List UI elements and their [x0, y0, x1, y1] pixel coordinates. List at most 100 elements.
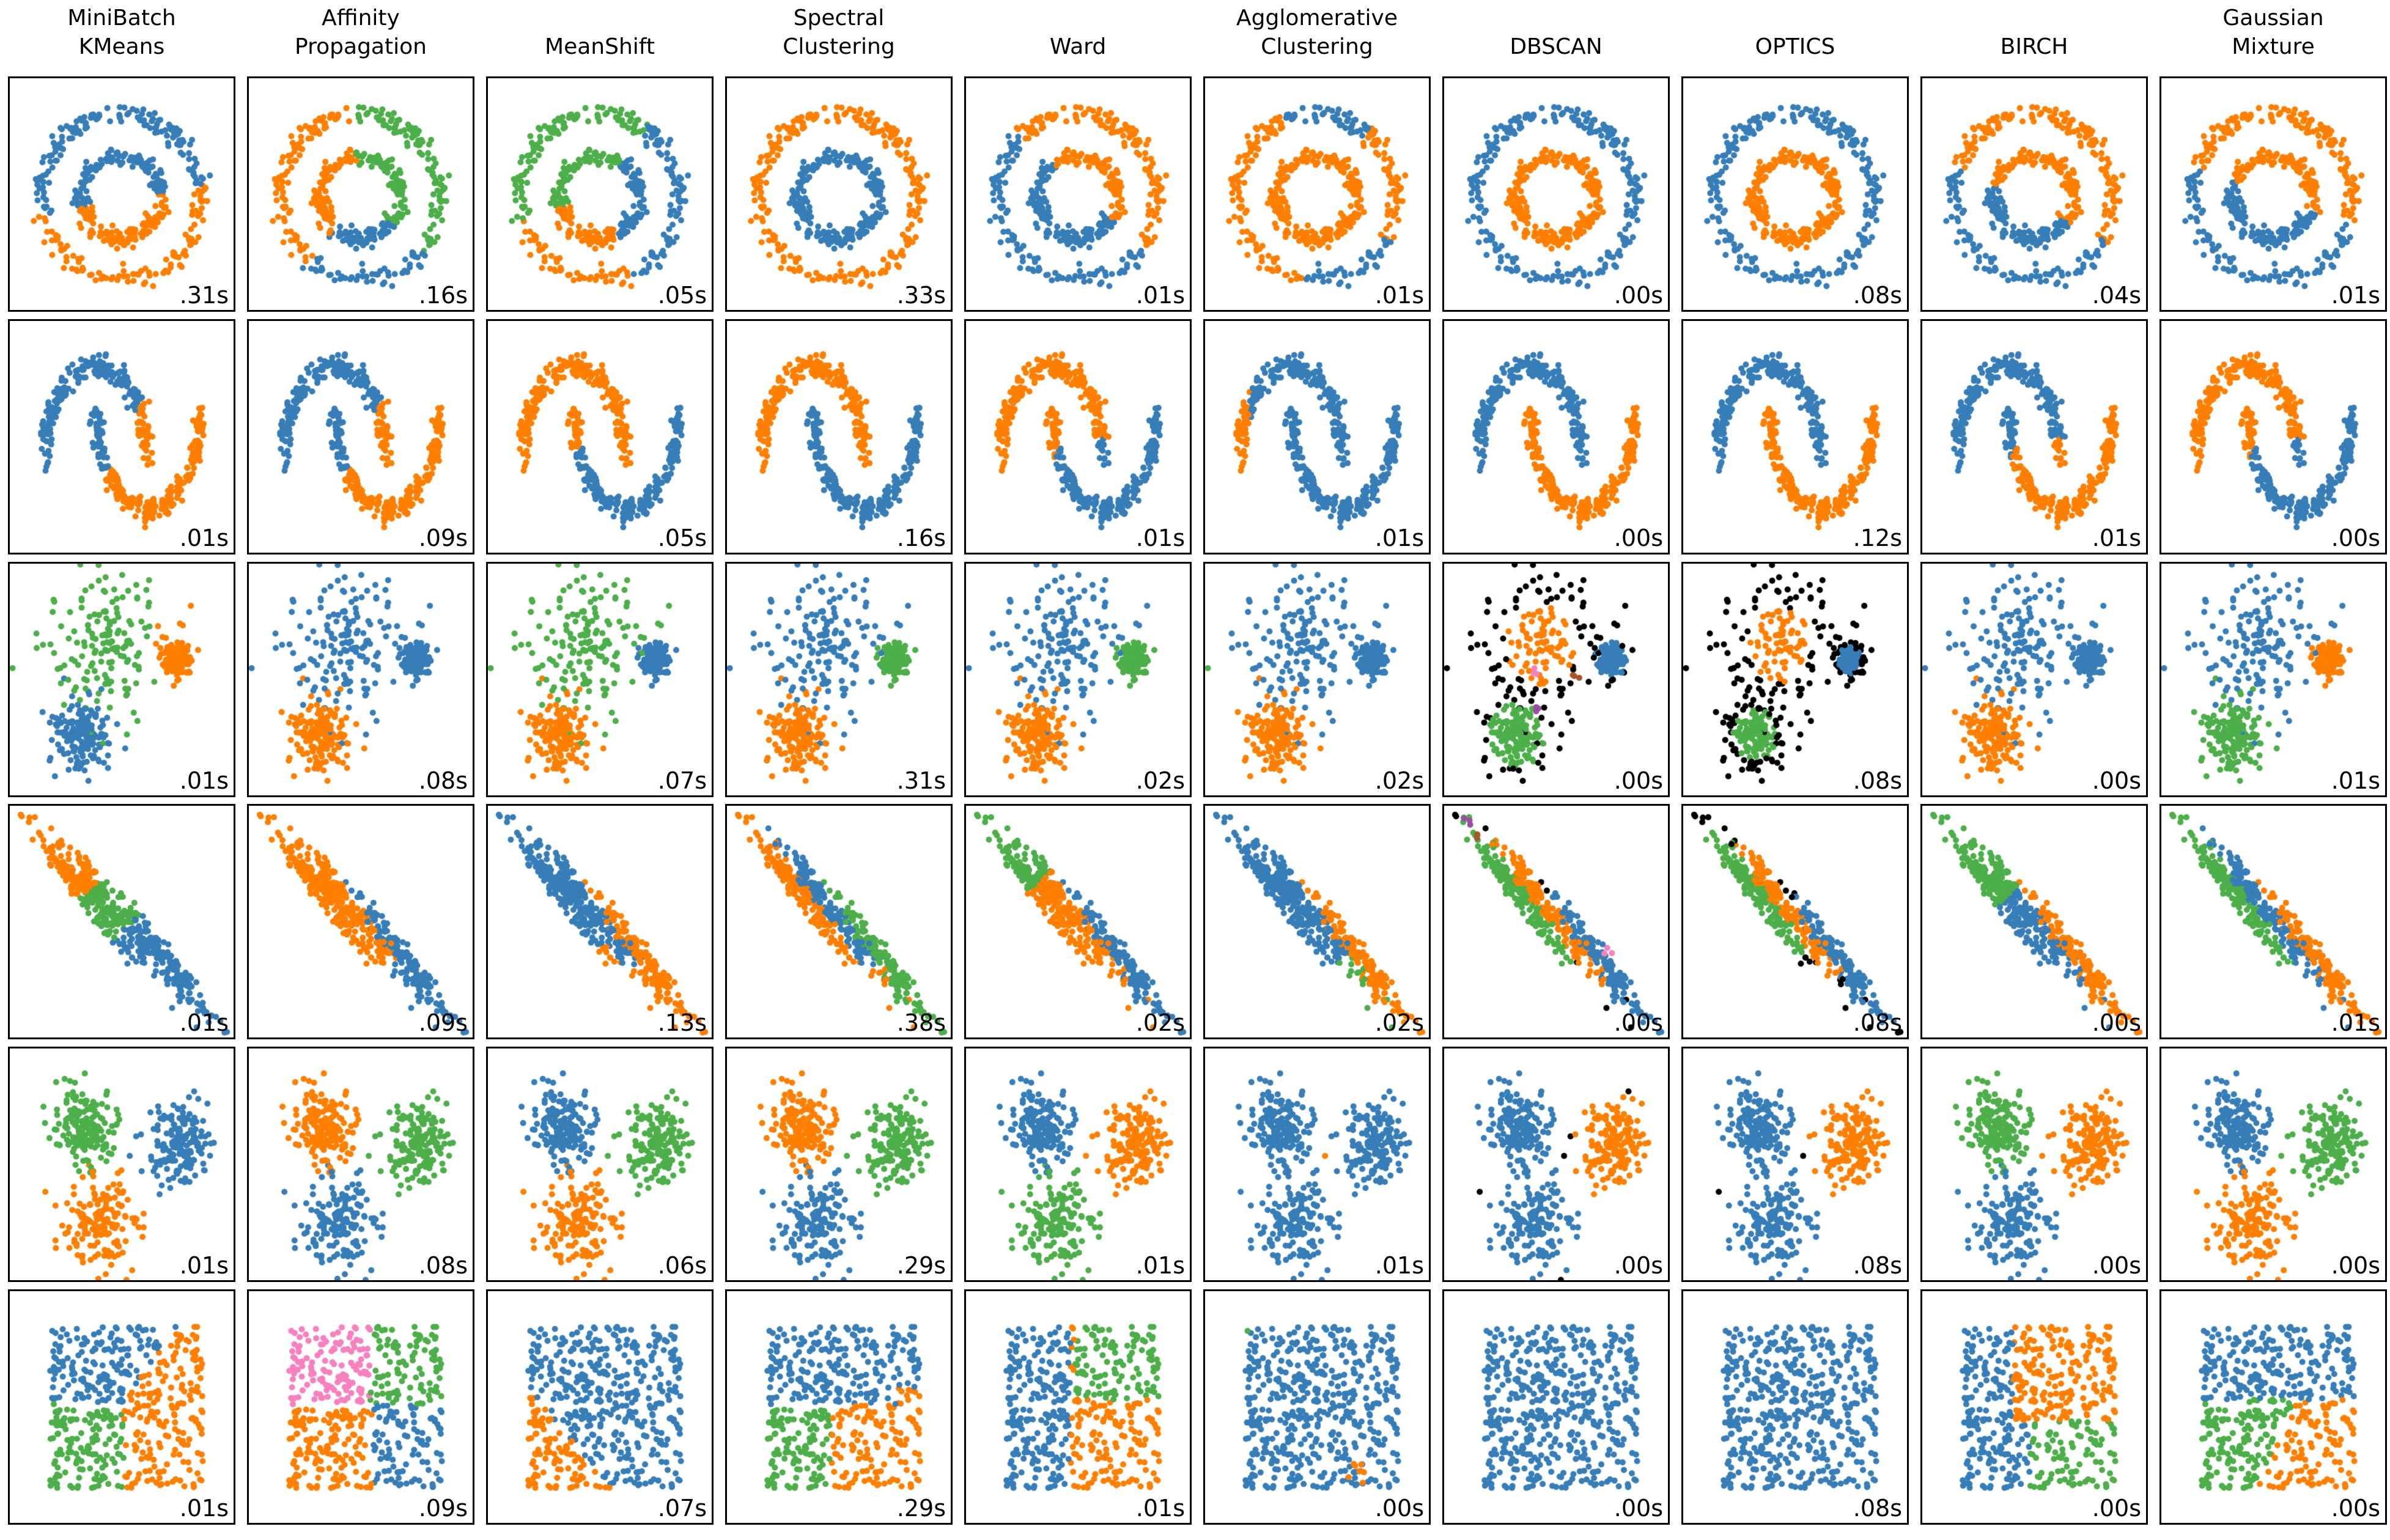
scatter-canvas [10, 320, 234, 553]
scatter-canvas [1205, 1048, 1429, 1281]
plot-cell-noisy_circles-clustering: .33s [725, 76, 953, 312]
column-title-text: KMeans [78, 34, 165, 59]
column-title-ward: Ward [964, 0, 1192, 61]
timing-label: .00s [1614, 282, 1663, 309]
scatter-canvas [488, 78, 712, 310]
plot-cell-noisy_circles-dbscan: .00s [1442, 76, 1670, 312]
plot-cell-anisotropic-clustering: .02s [1203, 804, 1431, 1040]
column-title-text: DBSCAN [1510, 34, 1603, 59]
scatter-canvas [727, 1048, 951, 1281]
scatter-canvas [1683, 320, 1907, 553]
column-title-text: Clustering [783, 34, 895, 59]
scatter-canvas [249, 1048, 473, 1281]
timing-label: .01s [179, 524, 229, 551]
plot-cell-blobs-meanshift: .06s [486, 1047, 714, 1283]
scatter-canvas [1683, 806, 1907, 1038]
timing-label: .38s [896, 1009, 946, 1037]
plot-cell-no_structure-dbscan: .00s [1442, 1289, 1670, 1525]
scatter-canvas [249, 563, 473, 795]
scatter-canvas [727, 1291, 951, 1523]
plot-cell-noisy_moons-clustering: .16s [725, 319, 953, 554]
column-title-propagation: Affinity Propagation [247, 0, 474, 61]
plot-cell-noisy_moons-dbscan: .00s [1442, 319, 1670, 554]
scatter-canvas [966, 806, 1190, 1038]
plot-cell-noisy_moons-propagation: .09s [247, 319, 474, 554]
scatter-canvas [488, 320, 712, 553]
plot-cell-anisotropic-dbscan: .00s [1442, 804, 1670, 1040]
scatter-canvas [2161, 806, 2385, 1038]
scatter-canvas [488, 563, 712, 795]
scatter-canvas [2161, 78, 2385, 310]
plot-cell-noisy_circles-meanshift: .05s [486, 76, 714, 312]
timing-label: .07s [657, 1495, 707, 1522]
timing-label: .00s [2331, 1252, 2380, 1280]
timing-label: .16s [896, 524, 946, 551]
plot-cell-no_structure-meanshift: .07s [486, 1289, 714, 1525]
scatter-canvas [249, 806, 473, 1038]
scatter-canvas [249, 78, 473, 310]
timing-label: .07s [657, 767, 707, 794]
column-title-meanshift: MeanShift [486, 0, 714, 61]
scatter-canvas [1444, 320, 1668, 553]
timing-label: .01s [1135, 1252, 1185, 1280]
timing-label: .01s [1374, 1252, 1424, 1280]
plot-cell-blobs-optics: .08s [1681, 1047, 1909, 1283]
timing-label: .01s [179, 1495, 229, 1522]
timing-label: .05s [657, 524, 707, 551]
timing-label: .08s [1853, 282, 1902, 309]
scatter-canvas [10, 563, 234, 795]
timing-label: .00s [1614, 1009, 1663, 1037]
plot-cell-noisy_circles-ward: .01s [964, 76, 1192, 312]
scatter-canvas [727, 78, 951, 310]
plot-cell-blobs-mixture: .00s [2159, 1047, 2387, 1283]
scatter-canvas [1922, 78, 2146, 310]
timing-label: .08s [418, 1252, 468, 1280]
plot-cell-blobs-clustering: .01s [1203, 1047, 1431, 1283]
timing-label: .09s [418, 524, 468, 551]
scatter-canvas [1205, 563, 1429, 795]
timing-label: .00s [2331, 524, 2380, 551]
plot-cell-noisy_moons-mixture: .00s [2159, 319, 2387, 554]
scatter-canvas [1444, 563, 1668, 795]
scatter-canvas [2161, 320, 2385, 553]
scatter-canvas [966, 78, 1190, 310]
scatter-canvas [1683, 563, 1907, 795]
column-title-kmeans: MiniBatch KMeans [8, 0, 235, 61]
column-title-text: Gaussian [2222, 6, 2324, 31]
plot-cell-noisy_circles-kmeans: .31s [8, 76, 235, 312]
column-title-text: MiniBatch [67, 6, 176, 31]
plot-cell-anisotropic-birch: .00s [1920, 804, 2148, 1040]
plot-cell-varied_blobs-propagation: .08s [247, 561, 474, 797]
timing-label: .12s [1853, 524, 1902, 551]
plot-cell-anisotropic-propagation: .09s [247, 804, 474, 1040]
column-title-text: BIRCH [2000, 34, 2068, 59]
column-title-dbscan: DBSCAN [1442, 0, 1670, 61]
plot-cell-blobs-birch: .00s [1920, 1047, 2148, 1283]
timing-label: .02s [1135, 767, 1185, 794]
scatter-canvas [1205, 320, 1429, 553]
scatter-canvas [966, 1291, 1190, 1523]
scatter-canvas [966, 1048, 1190, 1281]
column-title-mixture: Gaussian Mixture [2159, 0, 2387, 61]
plot-cell-blobs-clustering: .29s [725, 1047, 953, 1283]
plot-cell-anisotropic-mixture: .01s [2159, 804, 2387, 1040]
timing-label: .31s [896, 767, 946, 794]
plot-cell-varied_blobs-ward: .02s [964, 561, 1192, 797]
timing-label: .16s [418, 282, 468, 309]
column-title-text: Propagation [295, 34, 427, 59]
column-title-clustering: Agglomerative Clustering [1203, 0, 1431, 61]
timing-label: .02s [1374, 767, 1424, 794]
timing-label: .02s [1374, 1009, 1424, 1037]
timing-label: .00s [1614, 1495, 1663, 1522]
column-title-text: Ward [1049, 34, 1107, 59]
timing-label: .01s [1135, 282, 1185, 309]
scatter-canvas [1205, 78, 1429, 310]
column-title-text: Agglomerative [1236, 6, 1398, 31]
timing-label: .00s [2331, 1495, 2380, 1522]
plot-cell-varied_blobs-kmeans: .01s [8, 561, 235, 797]
timing-label: .29s [896, 1495, 946, 1522]
scatter-canvas [1683, 78, 1907, 310]
timing-label: .05s [657, 282, 707, 309]
plot-cell-no_structure-propagation: .09s [247, 1289, 474, 1525]
scatter-canvas [488, 1048, 712, 1281]
